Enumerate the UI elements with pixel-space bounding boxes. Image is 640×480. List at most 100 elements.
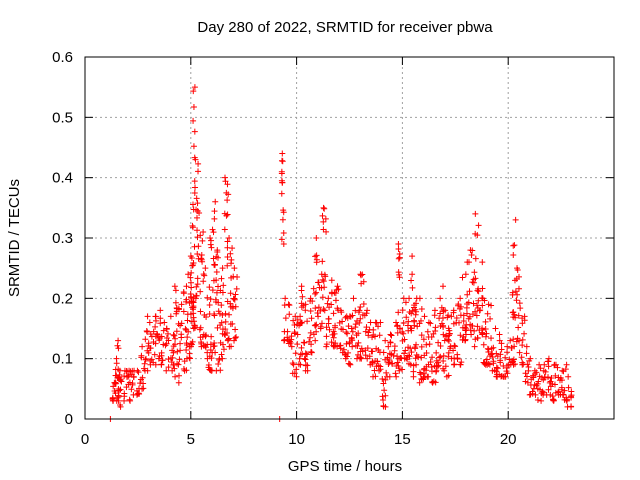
data-point: [519, 315, 526, 322]
data-point: [288, 343, 295, 350]
data-point: [158, 352, 165, 359]
data-point: [117, 401, 124, 408]
data-point: [416, 320, 423, 327]
data-point: [358, 272, 365, 279]
data-point: [215, 361, 222, 368]
data-point: [558, 386, 565, 393]
data-point: [395, 255, 402, 262]
data-point: [185, 271, 192, 278]
data-point: [308, 315, 315, 322]
data-point: [488, 302, 495, 309]
data-point: [472, 230, 479, 237]
data-point: [513, 338, 520, 345]
data-point: [396, 355, 403, 362]
data-point: [224, 262, 231, 269]
data-point: [155, 355, 162, 362]
data-point: [218, 275, 225, 282]
data-point: [564, 396, 571, 403]
data-point: [185, 328, 192, 335]
data-point: [481, 297, 488, 304]
data-point: [462, 331, 469, 338]
data-point: [408, 277, 415, 284]
data-point: [221, 210, 228, 217]
data-point: [198, 255, 205, 262]
data-point: [321, 271, 328, 278]
data-point: [474, 302, 481, 309]
data-point: [437, 342, 444, 349]
data-point: [502, 354, 509, 361]
data-point: [532, 370, 539, 377]
data-point: [552, 372, 559, 379]
data-point: [344, 330, 351, 337]
data-point: [549, 396, 556, 403]
data-point: [545, 386, 552, 393]
data-point: [445, 372, 452, 379]
data-point: [226, 311, 233, 318]
data-point: [278, 168, 285, 175]
data-point: [297, 313, 304, 320]
data-point: [402, 299, 409, 306]
data-point: [411, 322, 418, 329]
data-point: [218, 319, 225, 326]
data-point: [298, 319, 305, 326]
data-point: [112, 379, 119, 386]
data-point: [163, 367, 170, 374]
data-point: [301, 339, 308, 346]
data-point: [231, 337, 238, 344]
data-point: [157, 307, 164, 314]
data-point: [180, 288, 187, 295]
data-point: [514, 335, 521, 342]
data-point: [448, 313, 455, 320]
x-tick-label: 0: [81, 431, 89, 448]
data-point: [400, 319, 407, 326]
data-point: [516, 349, 523, 356]
data-point: [282, 295, 289, 302]
data-point: [377, 363, 384, 370]
data-point: [522, 378, 529, 385]
data-point: [227, 290, 234, 297]
data-point: [338, 309, 345, 316]
data-point: [355, 330, 362, 337]
data-point: [509, 289, 516, 296]
data-point: [503, 364, 510, 371]
data-point: [304, 318, 311, 325]
data-point: [418, 354, 425, 361]
data-point: [375, 323, 382, 330]
data-point: [302, 307, 309, 314]
data-point: [413, 341, 420, 348]
data-point: [390, 352, 397, 359]
data-point: [391, 343, 398, 350]
data-point: [514, 267, 521, 274]
data-point: [156, 337, 163, 344]
data-point: [196, 326, 203, 333]
data-point: [194, 281, 201, 288]
data-point: [467, 327, 474, 334]
data-point: [323, 228, 330, 235]
data-point: [538, 397, 545, 404]
data-point: [225, 336, 232, 343]
data-point: [492, 325, 499, 332]
data-point: [451, 342, 458, 349]
data-point: [189, 306, 196, 313]
data-point: [320, 306, 327, 313]
data-point: [442, 307, 449, 314]
data-point: [190, 314, 197, 321]
data-point: [462, 271, 469, 278]
data-point: [466, 288, 473, 295]
data-point: [224, 181, 231, 188]
data-point: [147, 345, 154, 352]
data-point: [116, 387, 123, 394]
data-point: [524, 361, 531, 368]
data-point: [217, 339, 224, 346]
data-point: [284, 328, 291, 335]
data-point: [199, 237, 206, 244]
data-point: [349, 328, 356, 335]
x-tick-label: 5: [187, 431, 195, 448]
data-point: [145, 340, 152, 347]
data-point: [364, 345, 371, 352]
data-point: [497, 351, 504, 358]
x-tick-label: 15: [394, 431, 411, 448]
data-point: [312, 305, 319, 312]
data-point: [400, 330, 407, 337]
data-point: [396, 325, 403, 332]
